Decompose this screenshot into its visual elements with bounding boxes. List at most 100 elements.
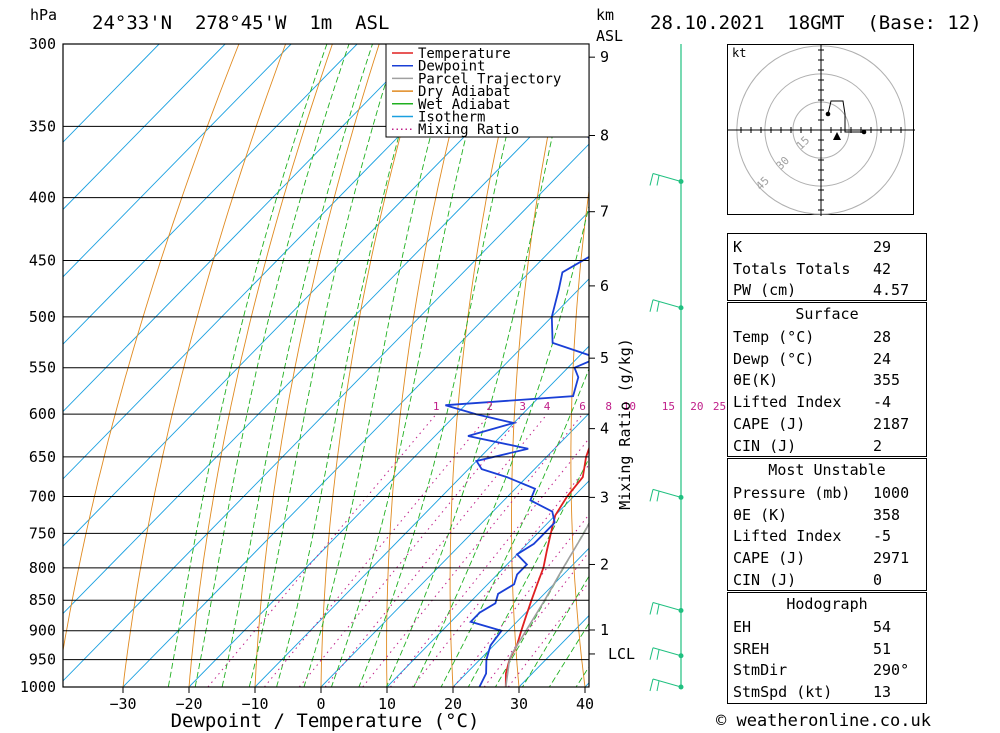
mixing-ratio-label: 10 [623, 400, 636, 413]
isotherm-line [63, 44, 556, 547]
temperature-tick-label: 10 [378, 695, 396, 713]
pressure-tick-label: 450 [29, 252, 56, 270]
hodograph-point [825, 111, 831, 117]
pressure-tick-label: 650 [29, 448, 56, 466]
stat-value: 29 [873, 238, 892, 256]
dry-adiabat-line [684, 7, 722, 713]
footer-credit[interactable]: © weatheronline.co.uk [716, 711, 931, 731]
wind-barb [649, 678, 682, 692]
pressure-tick-label: 500 [29, 308, 56, 326]
stat-row: StmDir 290° [728, 659, 926, 680]
stat-value: 358 [873, 505, 901, 524]
stat-key: CAPE (J) [733, 549, 806, 568]
hodograph-stats-title: Hodograph [786, 595, 868, 613]
hodograph-trace [827, 100, 864, 133]
pressure-tick-label: 750 [29, 524, 56, 542]
stat-row: Lifted Index -4 [728, 391, 926, 412]
pressure-tick-label: 800 [29, 559, 56, 577]
dry-adiabat-line [511, 44, 567, 687]
stat-row: SREH 51 [728, 638, 926, 659]
wind-barb [649, 488, 682, 502]
wet-adiabat-line [248, 44, 399, 687]
stat-value: 2187 [873, 414, 910, 433]
location-title: 24°33'N 278°45'W 1m ASL [92, 12, 390, 34]
stat-value: 24 [873, 349, 892, 368]
most-unstable-panel: Most Unstable Pressure (mb) 1000 θE (K) 358… [727, 458, 927, 591]
pressure-tick-label: 1000 [20, 678, 56, 696]
km-tick-label: 7 [600, 203, 609, 221]
pressure-tick-label: 700 [29, 488, 56, 506]
isotherm-line [63, 44, 490, 480]
most-unstable-title: Most Unstable [768, 461, 886, 479]
dry-adiabat-line [63, 44, 240, 654]
x-axis-label: Dewpoint / Temperature (°C) [171, 710, 480, 732]
stat-key: Dewp (°C) [733, 349, 815, 368]
wind-barb [649, 602, 682, 615]
stat-row: K 29 [728, 236, 926, 257]
stat-key: Lifted Index [733, 393, 842, 412]
stat-value: 51 [873, 639, 892, 658]
dry-adiabats [63, 7, 1000, 713]
pressure-tick-label: 400 [29, 189, 56, 207]
temperature-tick-label: −30 [109, 695, 136, 713]
temperature-tick-label: 30 [510, 695, 528, 713]
stat-key: Lifted Index [733, 527, 842, 546]
hodograph-unit-label: kt [732, 46, 746, 60]
km-tick-label: 1 [600, 621, 609, 639]
dry-adiabat-line [628, 7, 666, 713]
stat-row: CAPE (J) 2187 [728, 413, 926, 434]
surface-title: Surface [795, 305, 859, 323]
wet-adiabat-line [440, 367, 589, 687]
legend-label: Dry Adiabat [418, 84, 511, 100]
temperature-tick-label: −20 [175, 695, 202, 713]
stat-value: 42 [873, 259, 892, 278]
stat-key: PW (cm) [733, 281, 797, 300]
isotherm-line [188, 278, 589, 687]
pressure-tick-label: 300 [29, 35, 56, 53]
dry-adiabat-line [570, 187, 589, 687]
mixing-ratio-label: 6 [579, 400, 586, 413]
stat-value: -4 [873, 393, 892, 412]
km-tick-label: 9 [600, 48, 609, 66]
lcl-label: LCL [608, 645, 635, 663]
stat-key: EH [733, 618, 752, 636]
mixing-ratio-label: 8 [605, 400, 612, 413]
temperature-tick-label: 40 [576, 695, 594, 713]
temperature-tick-label: 0 [316, 695, 325, 713]
mixing-ratio-label: 15 [662, 400, 675, 413]
legend-label: Isotherm [418, 110, 485, 126]
asl-label: ASL [596, 27, 624, 45]
wet-adiabat-line [413, 204, 589, 687]
stat-key: θE(K) [733, 371, 779, 390]
parcel-trajectory [505, 521, 589, 687]
stat-row: Temp (°C) 28 [728, 326, 926, 347]
stat-row: Lifted Index -5 [728, 525, 926, 546]
dry-adiabat-line [122, 44, 287, 687]
dry-adiabat-line [188, 44, 333, 687]
mixing-ratio-label: 3 [519, 400, 526, 413]
isotherm-line [254, 345, 589, 687]
km-tick-label: 6 [600, 277, 609, 295]
legend-label: Wet Adiabat [418, 97, 511, 113]
stat-row: Totals Totals 42 [728, 258, 926, 279]
stat-key: StmSpd (kt) [733, 683, 833, 702]
stat-row: θE(K) 355 [728, 369, 926, 390]
stat-row: CIN (J) 2 [728, 435, 926, 456]
hodograph-point [861, 129, 867, 135]
dewpoint-profile [445, 111, 589, 687]
wet-adiabat-line [167, 44, 328, 687]
mixing-ratio-axis-label: Mixing Ratio (g/kg) [616, 338, 634, 510]
isotherm-line [386, 480, 589, 687]
dry-adiabat-line [254, 44, 380, 687]
pressure-tick-label: 550 [29, 359, 56, 377]
dry-adiabat-line [386, 44, 474, 687]
stat-key: θE (K) [733, 505, 788, 524]
stat-row: CIN (J) 0 [728, 569, 926, 590]
stat-row: Pressure (mb) 1000 [728, 482, 926, 503]
hodograph-stats-panel: Hodograph EH 54 SREH 51 StmDir 290° StmSpd (kt… [727, 592, 927, 704]
stat-value: 13 [873, 683, 892, 702]
dry-adiabat-line [940, 7, 1000, 713]
